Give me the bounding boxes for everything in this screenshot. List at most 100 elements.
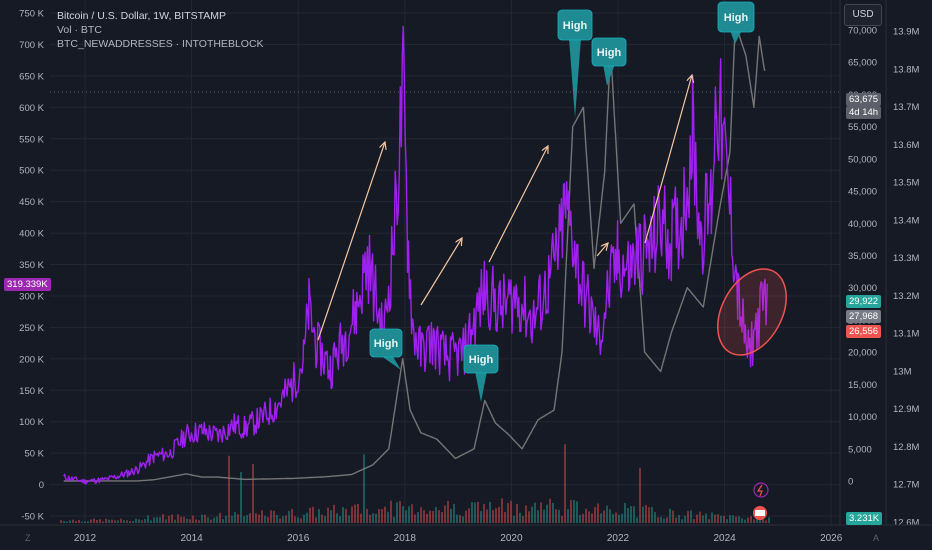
volume-bar [222,519,224,523]
volume-bar [312,506,314,523]
volume-bar [747,517,749,523]
volume-bar [726,519,728,523]
volume-bar [408,506,410,523]
volume-bar [654,512,656,523]
price-tick-label: 5,000 [848,444,872,455]
volume-bar [201,514,203,523]
volume-bar [453,503,455,523]
left-tick-label: 550 K [19,134,44,145]
volume-bar [348,515,350,523]
volume-bar [708,519,710,523]
volume-bar [696,514,698,523]
volume-bar [480,510,482,523]
volume-bar [75,521,77,523]
left-tick-label: 200 K [19,354,44,365]
volume-bar [219,512,221,523]
high-callout: High [717,1,755,44]
volume-bar [675,517,677,523]
left-tick-label: 150 K [19,386,44,397]
right-tick-label: 13.6M [893,140,919,151]
volume-bar [120,518,122,523]
price-tick-label: 50,000 [848,154,877,165]
trend-arrow [420,238,462,306]
volume-bar [90,519,92,523]
volume-bar [492,510,494,523]
chart-legend: Bitcoin / U.S. Dollar, 1W, BITSTAMP Vol … [57,9,264,51]
series-line-addresses [63,25,768,485]
volume-bar [213,517,215,523]
volume-bar [447,500,449,523]
price-tick-label: 40,000 [848,219,877,230]
volume-bar [414,514,416,523]
price-b-tag: 27,968 [846,310,882,323]
volume-bar [129,521,131,523]
volume-bar [573,500,575,523]
volume-bar [528,511,530,523]
volume-bar [507,502,509,523]
volume-bar [186,518,188,523]
volume-bar [375,513,377,523]
volume-bar [732,515,734,523]
volume-bar [204,514,206,523]
volume-bar [456,514,458,523]
volume-bar [687,511,689,523]
volume-bar [519,512,521,523]
volume-bar [714,514,716,523]
volume-bar [198,520,200,523]
volume-bar [411,504,413,523]
volume-bar [741,518,743,523]
volume-bar [501,498,503,523]
volume-bar [693,519,695,523]
volume-bar [390,500,392,523]
volume-bar [309,507,311,523]
volume-bar [537,510,539,523]
volume-bar [621,513,623,523]
volume-bar [294,516,296,523]
volume-bar [624,502,626,523]
callout-pointer [603,64,615,86]
volume-bar [552,502,554,523]
volume-bar [387,511,389,523]
volume-bar [579,515,581,523]
volume-bar [513,516,515,523]
volume-bar [417,512,419,523]
volume-bar [147,515,149,523]
volume-bar [396,502,398,523]
volume-bar [540,502,542,523]
right-tick-label: 13.5M [893,178,919,189]
high-callout: High [369,328,403,370]
left-tick-label: 650 K [19,71,44,82]
volume-bar [237,514,239,523]
volume-bar [189,519,191,523]
price-tick-label: 70,000 [848,26,877,37]
volume-bar [261,510,263,523]
volume-bar [753,519,755,523]
volume-bar [489,501,491,523]
volume-bar [369,514,371,523]
price-tick-label: 0 [848,477,853,488]
volume-bar [171,514,173,523]
volume-bar [231,515,233,523]
currency-button[interactable]: USD [844,4,882,26]
zoom-label: Z [25,533,31,543]
volume-bar [81,521,83,523]
volume-bar [600,513,602,523]
left-tick-label: 700 K [19,40,44,51]
volume-bar [516,504,518,523]
volume-bar [564,444,566,523]
volume-bar [615,512,617,523]
flash-icon [753,482,769,498]
price-tick-label: 35,000 [848,251,877,262]
volume-bar [69,520,71,523]
volume-bar [72,519,74,523]
volume-bar [612,514,614,523]
volume-bar [750,516,752,523]
volume-bar [156,517,158,523]
volume-bar [681,519,683,523]
volume-bar [276,514,278,523]
volume-bar [60,520,62,523]
volume-bar [315,517,317,523]
volume-bar [486,509,488,523]
volume-bar [699,511,701,523]
